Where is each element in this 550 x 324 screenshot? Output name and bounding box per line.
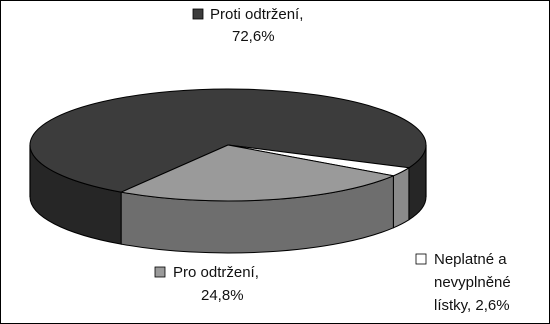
- legend-swatch-neplatne: [415, 253, 427, 265]
- label-neplatne-line3: lístky, 2,6%: [434, 297, 510, 314]
- label-proti-name: Proti odtržení,: [210, 6, 303, 23]
- label-proti-value: 72,6%: [232, 28, 275, 45]
- label-neplatne-line2: nevyplněné: [434, 274, 511, 291]
- pie-slice-0: [29, 88, 427, 193]
- pie-side-2: [392, 166, 410, 229]
- label-pro-name: Pro odtržení,: [173, 264, 259, 281]
- label-pro-value: 24,8%: [201, 287, 244, 304]
- legend-swatch-proti: [192, 8, 204, 20]
- legend-swatch-pro: [154, 266, 166, 278]
- pie-slice-1: [119, 144, 396, 202]
- label-neplatne-line1: Neplatné a: [434, 251, 507, 268]
- pie-slices: [29, 88, 427, 254]
